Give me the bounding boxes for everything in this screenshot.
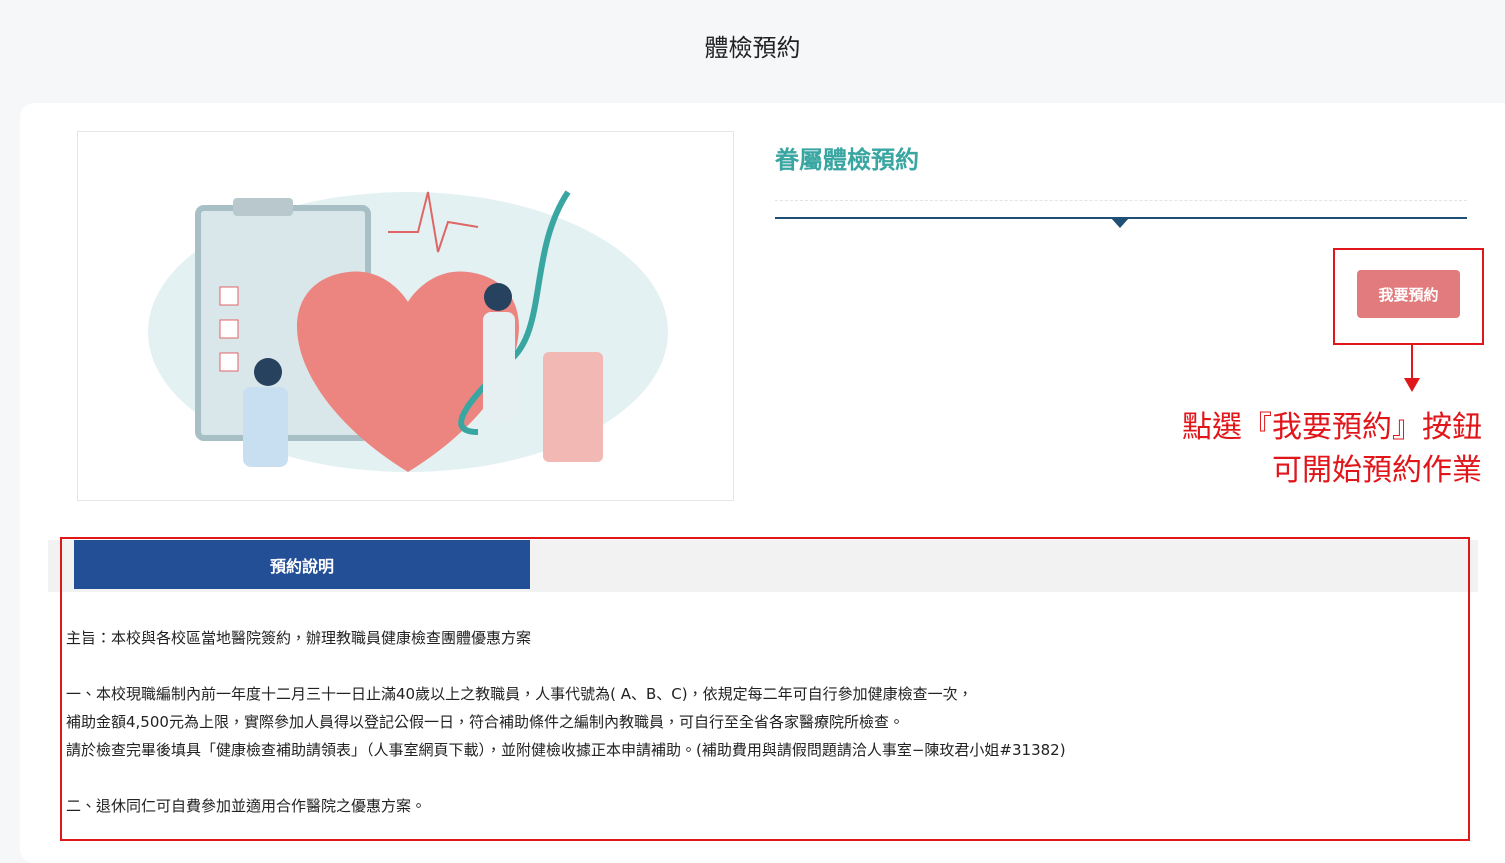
page-title: 體檢預約 (0, 28, 1505, 63)
person (483, 312, 515, 422)
card-title: 眷屬體檢預約 (775, 140, 919, 175)
annotation-line: 可開始預約作業 (1182, 449, 1482, 492)
check (220, 320, 238, 338)
divider (775, 200, 1467, 201)
person (484, 283, 512, 311)
person (243, 387, 288, 467)
divider-marker (1111, 218, 1129, 228)
check (220, 353, 238, 371)
annotation: 點選『我要預約』按鈕 可開始預約作業 (1182, 406, 1482, 492)
check (220, 287, 238, 305)
arrow-head (1404, 378, 1420, 392)
clip (233, 198, 293, 216)
bottle (543, 352, 603, 462)
arrow (1411, 343, 1413, 379)
highlight-box (60, 537, 1470, 841)
person (254, 358, 282, 386)
reserve-button[interactable]: 我要預約 (1357, 270, 1460, 318)
page: 體檢預約 眷屬體檢預約 我要預約 點選『我要預約』按鈕 可開始預約作業 預約說明… (0, 0, 1505, 829)
annotation-line: 點選『我要預約』按鈕 (1182, 406, 1482, 449)
illustration (77, 131, 734, 501)
illustration-art (78, 132, 733, 500)
